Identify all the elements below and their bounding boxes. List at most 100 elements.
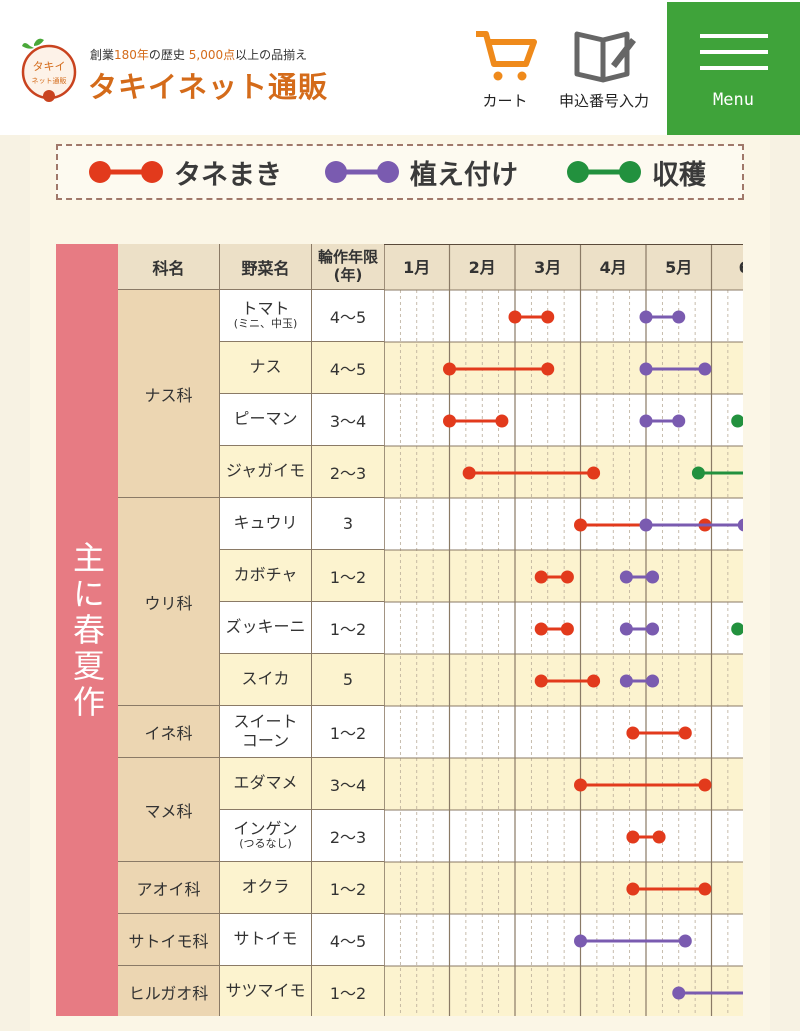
planting-start-dot xyxy=(639,518,653,532)
sowing-start-dot xyxy=(574,518,587,532)
calendar-row-bg xyxy=(384,394,743,446)
rotation-years-value: 5 xyxy=(342,670,354,689)
vegetable-name: スイカ xyxy=(241,669,290,689)
logo-badge-top: タキイ xyxy=(33,60,66,73)
sowing-period-bar xyxy=(462,466,601,480)
vegetable-cell: トマト (ミニ、中玉) xyxy=(220,290,312,342)
family-name: イネ科 xyxy=(144,723,193,743)
vegetable-name: スイート xyxy=(233,712,298,732)
sowing-end-dot xyxy=(678,726,692,740)
vegetable-subname: (ミニ、中玉) xyxy=(233,317,298,331)
sowing-start-dot xyxy=(626,882,640,896)
sowing-start-dot xyxy=(574,778,587,792)
month-label: 4月 xyxy=(600,258,627,277)
vegetable-cell: ズッキーニ xyxy=(220,602,312,654)
header-vegetable: 野菜名 xyxy=(220,244,312,290)
rotation-years-cell: 2〜3 xyxy=(312,446,384,498)
harvest-start-dot xyxy=(691,466,705,480)
takii-logo-icon[interactable]: タキイ ネット通販 xyxy=(20,36,78,104)
cart-icon xyxy=(476,31,537,81)
rotation-years-cell: 4〜5 xyxy=(312,914,384,966)
order-number-button[interactable]: 申込番号入力 xyxy=(548,28,660,111)
vegetable-cell: エダマメ xyxy=(220,758,312,810)
sowing-end-dot xyxy=(541,362,555,376)
sowing-end-dot xyxy=(652,830,666,844)
sowing-end-dot xyxy=(698,778,712,792)
planting-calendar-table: 1月 2月 3月 4月 5月 6 主に春夏作 科名 野菜名 輪作年限(年) ナス科ウリ科イネ科マメ科… xyxy=(56,244,743,1016)
planting-period-bar xyxy=(639,414,686,428)
sowing-period-bar xyxy=(626,726,692,740)
vegetable-cell: カボチャ xyxy=(220,550,312,602)
vegetable-name: サトイモ xyxy=(233,929,298,949)
planting-period-bar xyxy=(639,310,686,324)
family-cell: アオイ科 xyxy=(118,862,220,914)
rotation-years-cell: 4〜5 xyxy=(312,342,384,394)
header-rotation: 輪作年限 (年) xyxy=(312,244,384,290)
sowing-start-dot xyxy=(462,466,476,480)
planting-start-dot xyxy=(619,622,633,636)
planting-start-dot xyxy=(639,310,653,324)
sowing-end-dot xyxy=(587,674,601,688)
header-family-text: 科名 xyxy=(152,258,185,278)
rotation-years-cell: 5 xyxy=(312,654,384,706)
rotation-years-value: 4〜5 xyxy=(329,359,367,379)
harvest-period-bar xyxy=(731,622,743,636)
family-cell: イネ科 xyxy=(118,706,220,758)
sowing-start-dot xyxy=(534,674,548,688)
legend-label: 収穫 xyxy=(652,159,706,191)
site-header: タキイ ネット通販 創業180年の歴史 5,000点以上の品揃え タキイネット通… xyxy=(0,0,800,135)
sowing-start-dot xyxy=(534,622,548,636)
rotation-years-cell: 1〜2 xyxy=(312,966,384,1016)
calendar-row-bg xyxy=(384,290,743,342)
vegetable-cell: スイカ xyxy=(220,654,312,706)
planting-period-bar xyxy=(619,570,660,584)
planting-period-bar xyxy=(619,674,660,688)
vegetable-name: カボチャ xyxy=(233,565,298,585)
rotation-years-value: 3〜4 xyxy=(329,775,367,795)
hamburger-icon-bar xyxy=(700,50,768,54)
sowing-period-bar xyxy=(534,570,574,584)
calendar-row-bg xyxy=(384,966,743,1016)
hamburger-icon-bar xyxy=(700,66,768,70)
hamburger-icon-bar xyxy=(700,34,768,38)
family-cell: ヒルガオ科 xyxy=(118,966,220,1016)
vegetable-name: トマト xyxy=(241,298,290,318)
legend-item-harvest: 収穫 xyxy=(566,146,706,198)
vegetable-cell: ナス xyxy=(220,342,312,394)
family-cell: ウリ科 xyxy=(118,498,220,706)
rotation-years-value: 4〜5 xyxy=(329,931,367,951)
month-header-bg xyxy=(384,244,743,290)
vegetable-name: サツマイモ xyxy=(225,981,306,1001)
family-name: ウリ科 xyxy=(144,593,193,613)
planting-end-dot xyxy=(646,674,660,688)
planting-marker-icon xyxy=(325,161,399,183)
family-name: サトイモ科 xyxy=(128,931,209,951)
vegetable-name: エダマメ xyxy=(233,773,298,793)
rotation-years-value: 3〜4 xyxy=(329,411,367,431)
header-rotation-text: 輪作年限 xyxy=(317,248,378,267)
logo-tagline: 創業180年の歴史 5,000点以上の品揃え xyxy=(90,48,308,62)
rotation-years-value: 1〜2 xyxy=(329,879,367,899)
rotation-years-value: 1〜2 xyxy=(329,723,367,743)
cart-button[interactable]: カート xyxy=(470,28,540,111)
sowing-period-bar xyxy=(626,830,666,844)
legend-item-planting: 植え付け xyxy=(324,146,518,198)
rotation-years-value: 3 xyxy=(342,514,354,533)
logo-badge-bottom: ネット通販 xyxy=(32,76,67,85)
planting-period-bar xyxy=(619,622,660,636)
vegetable-cell: スイート コーン xyxy=(220,706,312,758)
month-label: 2月 xyxy=(469,258,496,277)
menu-button[interactable]: Menu xyxy=(667,2,800,135)
family-cell: サトイモ科 xyxy=(118,914,220,966)
harvest-period-bar xyxy=(691,466,743,480)
rotation-years-value: 1〜2 xyxy=(329,619,367,639)
planting-end-dot xyxy=(672,414,686,428)
rotation-years-cell: 3 xyxy=(312,498,384,550)
sowing-end-dot xyxy=(541,310,555,324)
sowing-period-bar xyxy=(443,362,555,376)
rotation-years-cell: 1〜2 xyxy=(312,862,384,914)
vegetable-subname: コーン xyxy=(241,730,290,750)
legend-label: タネまき xyxy=(174,159,282,191)
rotation-years-cell: 2〜3 xyxy=(312,810,384,862)
logo-title[interactable]: タキイネット通販 xyxy=(88,70,329,104)
